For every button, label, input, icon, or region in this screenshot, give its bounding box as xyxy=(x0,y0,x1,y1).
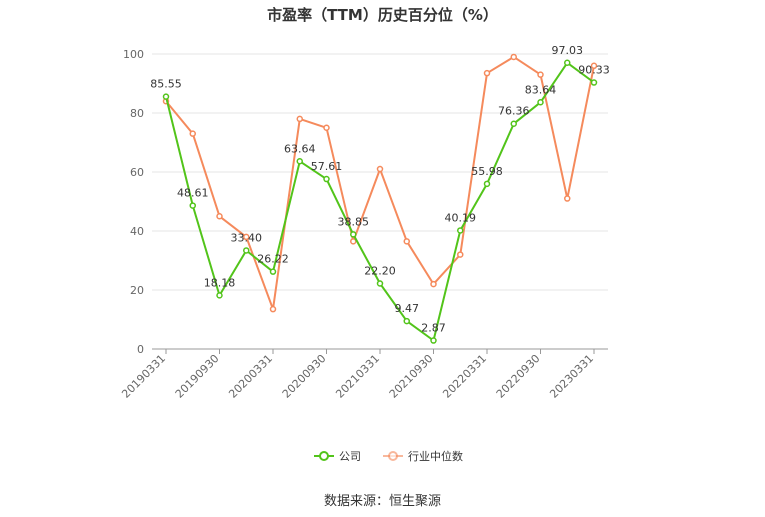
data-point xyxy=(189,202,196,209)
x-tick-label: 20220930 xyxy=(494,352,543,401)
data-label: 22.20 xyxy=(364,265,396,278)
data-label: 85.55 xyxy=(150,78,182,91)
data-point xyxy=(403,238,410,245)
data-label: 83.64 xyxy=(525,83,557,96)
x-tick-label: 20200331 xyxy=(226,352,275,401)
data-point xyxy=(510,53,517,61)
data-point xyxy=(269,305,277,313)
data-label: 9.47 xyxy=(395,302,420,315)
data-point xyxy=(350,231,357,238)
y-tick-label: 60 xyxy=(130,166,144,179)
data-label: 90.33 xyxy=(578,64,610,77)
data-point xyxy=(430,280,437,288)
data-label: 26.22 xyxy=(257,253,289,266)
data-point xyxy=(243,247,250,254)
x-tick-label: 20210930 xyxy=(387,352,436,401)
data-label: 18.18 xyxy=(204,276,236,289)
data-label: 33.40 xyxy=(231,231,263,244)
data-label: 55.98 xyxy=(471,165,503,178)
x-tick-label: 20230331 xyxy=(547,352,596,401)
legend[interactable]: 公司 行业中位数 xyxy=(314,449,463,463)
legend-label: 公司 xyxy=(339,450,361,463)
data-label: 76.36 xyxy=(498,105,530,118)
legend-label: 行业中位数 xyxy=(408,449,463,463)
y-tick-label: 100 xyxy=(123,48,144,61)
data-point xyxy=(296,158,303,165)
x-tick-label: 20190331 xyxy=(119,352,168,401)
y-tick-label: 20 xyxy=(130,284,144,297)
data-point xyxy=(323,124,330,131)
x-tick-label: 20200930 xyxy=(280,352,329,401)
legend-marker xyxy=(319,451,329,461)
data-label: 57.61 xyxy=(311,160,343,173)
data-point xyxy=(216,292,223,299)
data-point xyxy=(350,238,357,245)
legend-item-company[interactable]: 公司 xyxy=(314,450,361,463)
data-point xyxy=(296,115,303,123)
data-label: 38.85 xyxy=(338,215,370,228)
data-point xyxy=(483,180,491,188)
data-point xyxy=(189,130,196,137)
data-point xyxy=(376,280,384,287)
data-label: 48.61 xyxy=(177,187,209,200)
data-point xyxy=(537,99,544,106)
data-point xyxy=(564,59,571,67)
data-source: 数据来源：恒生聚源 xyxy=(323,494,441,509)
series xyxy=(162,53,598,344)
data-point xyxy=(243,233,250,241)
data-point xyxy=(430,337,437,344)
data-point xyxy=(323,175,330,183)
data-point xyxy=(483,69,491,77)
data-label: 63.64 xyxy=(284,142,316,155)
data-point xyxy=(216,213,223,220)
legend-item-industry-median[interactable]: 行业中位数 xyxy=(383,449,463,463)
data-label: 40.19 xyxy=(445,211,477,224)
data-point xyxy=(403,317,410,325)
data-label: 2.87 xyxy=(421,322,446,335)
series-line-company xyxy=(165,61,595,342)
data-point xyxy=(537,71,544,78)
data-point xyxy=(457,227,464,234)
x-tick-label: 20190930 xyxy=(173,352,222,401)
chart-title: 市盈率（TTM）历史百分位（%） xyxy=(267,6,498,24)
x-tick-label: 20210331 xyxy=(333,352,382,401)
data-labels: 85.55 48.61 18.18 33.40 26.22 63.64 57.61 38.85… xyxy=(150,44,610,335)
data-point xyxy=(269,268,277,275)
data-point xyxy=(457,251,464,258)
y-tick-label: 0 xyxy=(137,343,144,356)
y-tick-label: 80 xyxy=(130,107,144,120)
data-point xyxy=(564,195,571,202)
data-point xyxy=(590,79,598,86)
data-point xyxy=(162,93,170,100)
y-tick-label: 40 xyxy=(130,225,144,238)
data-point xyxy=(590,62,598,70)
data-point xyxy=(510,120,517,127)
legend-marker xyxy=(388,451,398,461)
data-point xyxy=(376,165,384,173)
data-label: 97.03 xyxy=(552,44,584,57)
x-tick-label: 20220331 xyxy=(440,352,489,401)
